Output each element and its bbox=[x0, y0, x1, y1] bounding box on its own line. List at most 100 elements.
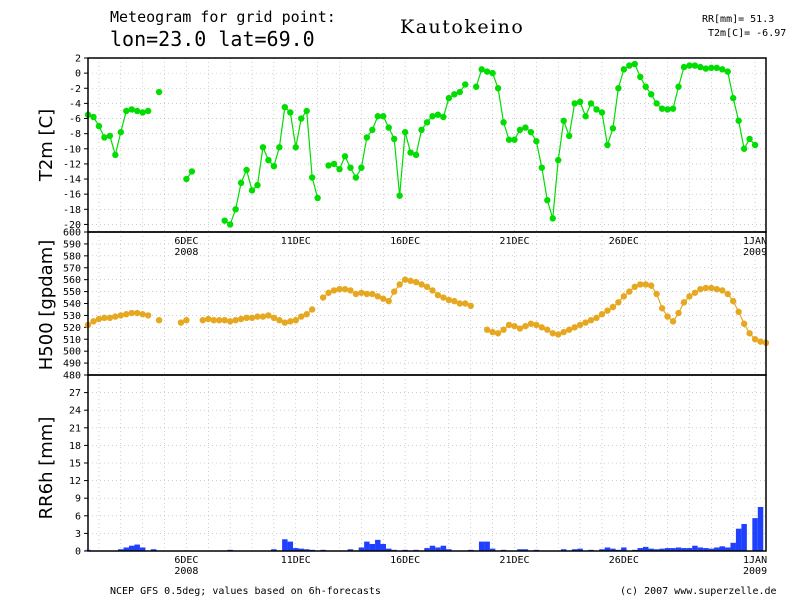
rr6h-bar bbox=[664, 548, 671, 551]
h500-point bbox=[380, 295, 387, 302]
h500-point bbox=[456, 300, 464, 307]
h500-point bbox=[751, 336, 759, 343]
h500-point bbox=[134, 309, 141, 317]
h500-point bbox=[95, 315, 103, 323]
h500-point bbox=[144, 312, 152, 319]
h500-point bbox=[604, 307, 611, 314]
h500-point bbox=[226, 318, 234, 325]
t2m-point bbox=[462, 81, 469, 88]
h500-point bbox=[347, 287, 354, 294]
rr6h-bar bbox=[380, 543, 386, 551]
h500-point bbox=[691, 289, 699, 296]
rr6h-bar bbox=[757, 507, 764, 551]
t2m-point bbox=[308, 174, 316, 181]
t2m-point bbox=[565, 132, 573, 140]
t2m-point bbox=[123, 107, 130, 115]
t2m-ytick-label: 0 bbox=[75, 69, 81, 80]
rr6h-bar bbox=[686, 548, 693, 551]
h500-point bbox=[106, 314, 114, 321]
t2m-point bbox=[522, 124, 529, 131]
h500-point bbox=[697, 286, 704, 293]
rr6h-bar bbox=[648, 548, 654, 551]
rr6h-bar bbox=[659, 548, 665, 551]
h500-point bbox=[571, 324, 578, 331]
rr6h-ytick-label: 21 bbox=[69, 423, 81, 434]
h500-ytick-label: 510 bbox=[63, 335, 81, 346]
h500-point bbox=[757, 338, 764, 345]
rr6h-bar bbox=[599, 549, 605, 551]
h500-point bbox=[385, 297, 392, 305]
rr6h-bar bbox=[446, 549, 452, 551]
h500-point bbox=[90, 318, 97, 325]
t2m-point bbox=[653, 100, 660, 107]
t2m-point bbox=[95, 122, 103, 130]
t2m-point bbox=[276, 144, 283, 151]
t2m-point bbox=[680, 63, 688, 71]
h500-point bbox=[746, 330, 753, 337]
h500-point bbox=[101, 314, 108, 321]
t2m-frame bbox=[87, 57, 767, 233]
rr6h-date-label: 26DEC bbox=[609, 555, 639, 566]
h500-point bbox=[292, 316, 299, 324]
t2m-point bbox=[248, 187, 256, 194]
t2m-point bbox=[740, 145, 748, 152]
rr6h-bar bbox=[675, 547, 682, 551]
rr6h-date-label: 1JAN bbox=[743, 555, 767, 566]
rr6h-ytick-label: 9 bbox=[75, 494, 81, 505]
h500-point bbox=[626, 288, 633, 295]
h500-point bbox=[522, 322, 529, 330]
rr6h-bar bbox=[730, 542, 736, 551]
h500-point bbox=[505, 321, 513, 329]
t2m-ytick-label: -2 bbox=[69, 84, 81, 95]
rr6h-date-label: 21DEC bbox=[499, 555, 529, 566]
t2m-point bbox=[500, 119, 507, 126]
t2m-point bbox=[352, 174, 360, 181]
t2m-point bbox=[489, 69, 496, 77]
h500-point bbox=[308, 306, 316, 313]
h500-point bbox=[598, 311, 606, 318]
h500-point bbox=[298, 313, 305, 320]
t2m-point bbox=[708, 64, 715, 72]
rr6h-bar bbox=[129, 545, 135, 551]
h500-point bbox=[243, 314, 250, 321]
h500-point bbox=[511, 322, 518, 330]
h500-point bbox=[702, 284, 710, 292]
rr6h-bar bbox=[440, 545, 447, 551]
rr6h-bar bbox=[424, 548, 430, 551]
h500-point bbox=[418, 281, 425, 288]
t2m-date-label: 21DEC bbox=[499, 236, 529, 247]
t2m-point bbox=[483, 68, 491, 75]
t2m-point bbox=[330, 160, 338, 168]
t2m-point bbox=[658, 105, 666, 112]
rr6h-ytick-label: 0 bbox=[75, 547, 81, 558]
h500-point bbox=[303, 311, 310, 318]
rr6h-bar bbox=[577, 548, 583, 551]
t2m-ytick-label: -4 bbox=[69, 99, 81, 110]
h500-point bbox=[664, 313, 671, 320]
h500-point bbox=[401, 276, 409, 283]
h500-point bbox=[637, 281, 644, 288]
t2m-ytick-label: -12 bbox=[63, 159, 81, 170]
rr6h-bar bbox=[560, 549, 567, 551]
t2m-point bbox=[637, 73, 644, 81]
rr6h-bar bbox=[741, 524, 747, 551]
h500-point bbox=[259, 313, 267, 320]
h500-point bbox=[533, 321, 540, 329]
t2m-point bbox=[702, 65, 710, 72]
t2m-point bbox=[587, 100, 595, 107]
h500-point bbox=[352, 290, 360, 298]
h500-point bbox=[270, 314, 278, 321]
t2m-point bbox=[582, 113, 589, 120]
t2m-point bbox=[669, 105, 677, 112]
h500-panel: H500 [gpdam] 600590580570560550540530520… bbox=[36, 228, 770, 382]
h500-point bbox=[369, 290, 376, 298]
t2m-point bbox=[527, 128, 535, 136]
t2m-point bbox=[691, 62, 699, 69]
rr6h-bar bbox=[435, 547, 441, 551]
rr6h-bar bbox=[714, 547, 720, 551]
rr6h-bar bbox=[375, 539, 381, 551]
rr6h-bar bbox=[571, 549, 578, 551]
h500-point bbox=[254, 313, 261, 320]
t2m-point bbox=[336, 166, 343, 173]
